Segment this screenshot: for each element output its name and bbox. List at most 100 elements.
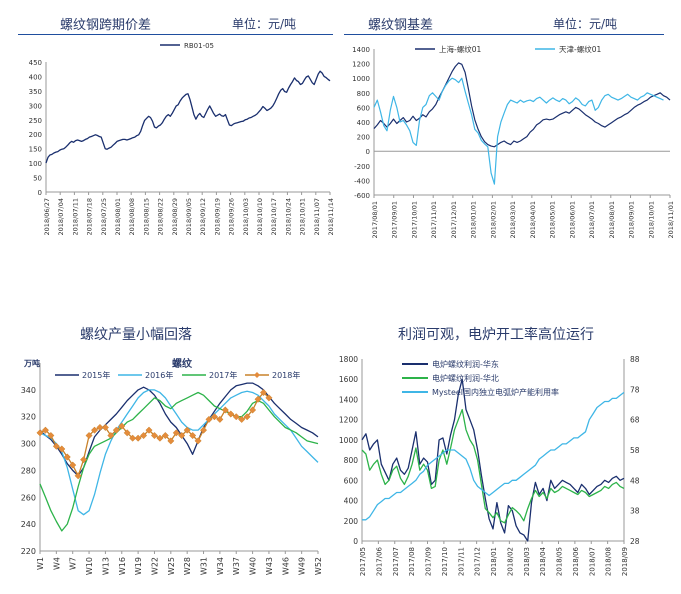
legend-label-1: 2015年	[82, 370, 110, 380]
series-marker	[238, 415, 246, 423]
chart4-title: 利润可观，电炉开工率高位运行	[398, 327, 594, 343]
y-tick-label: 450	[29, 59, 42, 67]
series-marker	[52, 442, 60, 450]
x-tick-label: 2018/10/31	[299, 198, 307, 235]
series-marker	[118, 422, 126, 430]
x-tick-label: W10	[85, 557, 94, 575]
y-tick-label: 50	[33, 175, 42, 183]
x-tick-label: 2018/08/22	[157, 198, 165, 235]
y2-tick-label: 58	[630, 446, 640, 455]
chart1-title-rule	[18, 34, 333, 35]
y-tick-label: -200	[354, 163, 370, 171]
y-tick-label: 600	[357, 104, 370, 112]
y-tick-label: 1200	[339, 416, 358, 425]
legend-label-rb0105: RB01-05	[184, 42, 214, 50]
series-marker	[134, 434, 142, 442]
x-tick-label: W16	[118, 557, 127, 575]
series-line-1	[39, 382, 319, 477]
series-marker	[58, 445, 66, 453]
x-tick-label: 2018/03/01	[509, 201, 517, 238]
x-tick-label: 2018/06	[572, 546, 580, 576]
series-marker	[101, 423, 109, 432]
x-tick-label: W7	[69, 557, 78, 570]
x-tick-label: 2018/10/10	[256, 198, 264, 235]
x-tick-label: 2018/09	[621, 547, 629, 576]
series-line-2	[373, 77, 664, 185]
x-tick-label: W25	[167, 557, 176, 575]
series-marker	[107, 431, 115, 440]
series-marker	[205, 415, 213, 423]
x-tick-label: W1	[36, 557, 45, 570]
x-tick-label: 2018/09/12	[199, 198, 207, 235]
series-marker	[80, 456, 88, 464]
y-tick-label: 240	[21, 520, 36, 529]
chart3-title: 螺纹产量小幅回落	[80, 327, 192, 343]
series-marker	[167, 437, 175, 445]
series-marker	[140, 431, 148, 440]
y-tick-label: 300	[21, 440, 36, 449]
x-tick-label: 2018/07/25	[100, 198, 108, 235]
y-tick-label: 260	[21, 493, 36, 502]
x-tick-label: 2017/12/01	[450, 201, 458, 238]
legend-label-3: 2017年	[209, 370, 237, 380]
x-tick-label: 2018/09/19	[213, 198, 221, 235]
x-tick-label: 2018/08/01	[608, 201, 616, 238]
x-tick-label: 2017/08/01	[371, 201, 379, 238]
series-marker	[216, 415, 224, 423]
x-tick-label: W28	[183, 557, 192, 575]
x-tick-label: 2018/08/01	[114, 198, 122, 235]
series-marker	[189, 431, 197, 440]
x-tick-label: 2018/07	[588, 547, 596, 576]
series-marker	[69, 461, 77, 469]
x-tick-label: 2018/10/03	[242, 198, 250, 235]
x-tick-label: 2018/01	[490, 547, 498, 576]
series-line-3	[362, 391, 625, 521]
y-tick-label: 800	[357, 90, 370, 98]
y2-tick-label: 48	[630, 476, 640, 485]
x-tick-label: 2018/06/01	[568, 201, 576, 238]
series-line-3	[39, 391, 319, 532]
x-tick-label: W43	[265, 557, 274, 575]
y-tick-label: 400	[357, 119, 370, 127]
series-marker	[183, 426, 191, 434]
x-tick-label: 2017/08	[408, 547, 416, 576]
y-tick-label: 1000	[352, 75, 370, 83]
y-tick-label: -600	[354, 192, 370, 200]
x-tick-label: 2018/07/04	[57, 198, 65, 235]
y-tick-label: 400	[29, 73, 42, 81]
y-tick-label: 340	[21, 386, 36, 395]
y-tick-label: 1600	[339, 375, 358, 384]
x-tick-label: 2017/11	[457, 547, 465, 576]
series-marker	[199, 426, 208, 434]
x-tick-label: 2018/03	[523, 547, 531, 576]
series-marker	[129, 434, 137, 442]
x-tick-label: 2017/10	[441, 547, 449, 576]
x-tick-label: 2017/11/01	[430, 201, 438, 238]
series-marker	[172, 429, 180, 437]
x-tick-label: 2018/07/18	[86, 198, 94, 235]
legend-label-2: 2016年	[145, 370, 173, 380]
x-tick-label: W52	[314, 557, 323, 575]
x-tick-label: 2018/11/01	[667, 201, 675, 238]
x-tick-label: 2018/01/01	[470, 201, 478, 238]
legend-label-3: Mysteel国内独立电弧炉产能利用率	[432, 387, 559, 397]
y-tick-label: 1200	[352, 61, 370, 69]
y2-tick-label: 38	[630, 507, 640, 516]
y2-tick-label: 28	[630, 537, 640, 546]
series-marker	[36, 429, 44, 437]
x-tick-label: W31	[200, 557, 209, 575]
legend-label-shanghai: 上海-螺纹01	[439, 44, 481, 54]
y-axis-unit: 万吨	[23, 358, 40, 368]
series-marker	[227, 410, 235, 418]
series-marker	[112, 426, 120, 434]
series-line-2	[39, 389, 319, 516]
y-tick-label: 1400	[339, 395, 358, 404]
x-tick-label: 2017/06	[375, 546, 383, 576]
chart3-output: 220 240 260 280 300 320 340 W1 W4 W7 W10 W13 W16 W19 W…	[21, 357, 323, 575]
x-tick-label: W13	[101, 557, 110, 575]
series-marker	[90, 426, 99, 434]
x-tick-label: 2017/09	[425, 547, 433, 576]
x-tick-label: W46	[281, 557, 290, 575]
chart3-subtitle: 螺纹	[172, 357, 193, 370]
x-tick-label: W34	[216, 557, 225, 575]
